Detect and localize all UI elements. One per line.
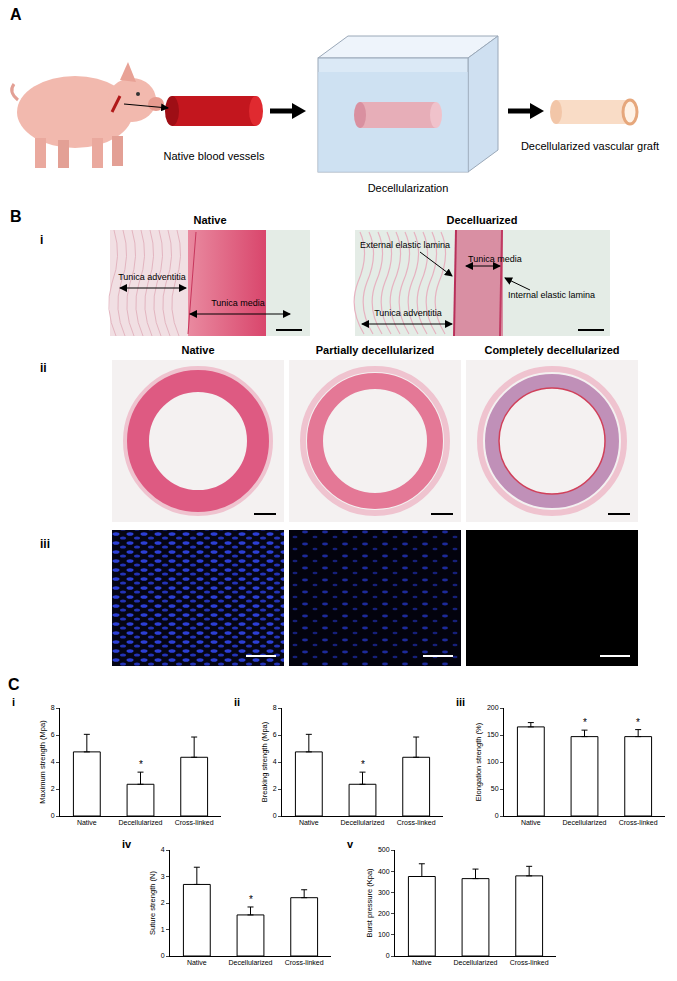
svg-text:Native: Native (299, 819, 319, 826)
svg-text:300: 300 (378, 889, 390, 896)
svg-text:4: 4 (51, 758, 55, 765)
html-text:v: v (347, 838, 354, 850)
svg-text:*: * (139, 759, 143, 770)
svg-text:Cross-linked: Cross-linked (285, 959, 324, 966)
svg-text:Burst pressure (Kpa): Burst pressure (Kpa) (365, 868, 374, 938)
svg-text:8: 8 (273, 704, 277, 711)
svg-text:Decellularized: Decellularized (341, 819, 385, 826)
svg-text:Native: Native (77, 819, 97, 826)
svg-text:Native: Native (181, 344, 214, 356)
svg-text:400: 400 (378, 868, 390, 875)
svg-text:0: 0 (161, 952, 165, 959)
html-text:i: i (12, 696, 16, 708)
svg-text:3: 3 (161, 873, 165, 880)
svg-text:ii: ii (40, 361, 47, 375)
svg-text:500: 500 (378, 846, 390, 853)
html-text:iii: iii (456, 696, 466, 708)
svg-text:Decelluarized: Decelluarized (447, 214, 518, 226)
svg-text:Native blood vessels: Native blood vessels (164, 150, 265, 162)
svg-text:6: 6 (51, 731, 55, 738)
svg-text:200: 200 (378, 910, 390, 917)
svg-text:0: 0 (273, 812, 277, 819)
svg-text:8: 8 (51, 704, 55, 711)
svg-text:150: 150 (487, 731, 499, 738)
svg-text:4: 4 (161, 846, 165, 853)
svg-text:A: A (10, 6, 22, 23)
svg-text:Suture strength (N): Suture strength (N) (148, 871, 157, 935)
svg-text:Breaking strength (Mpa): Breaking strength (Mpa) (260, 721, 269, 802)
svg-text:200: 200 (487, 704, 499, 711)
svg-text:2: 2 (273, 785, 277, 792)
svg-text:Partially decellularized: Partially decellularized (316, 344, 435, 356)
svg-text:4: 4 (273, 758, 277, 765)
svg-text:B: B (10, 208, 22, 225)
svg-text:Decellularized: Decellularized (229, 959, 273, 966)
svg-text:Native: Native (187, 959, 207, 966)
svg-text:*: * (249, 894, 253, 905)
svg-text:Maximum strength (Mpa): Maximum strength (Mpa) (38, 720, 47, 804)
svg-text:Native: Native (193, 214, 226, 226)
svg-text:0: 0 (386, 952, 390, 959)
svg-text:50: 50 (491, 785, 499, 792)
svg-text:Cross-linked: Cross-linked (510, 959, 549, 966)
svg-text:Native: Native (412, 959, 432, 966)
svg-text:Tunica media: Tunica media (468, 254, 522, 264)
svg-text:Elongation strength (%): Elongation strength (%) (474, 722, 483, 801)
svg-text:1: 1 (161, 926, 165, 933)
svg-text:2: 2 (51, 785, 55, 792)
svg-text:Internal elastic lamina: Internal elastic lamina (508, 290, 595, 300)
svg-text:iii: iii (40, 537, 50, 551)
html-text:C: C (8, 676, 20, 693)
svg-text:i: i (40, 233, 43, 247)
svg-text:Cross-linked: Cross-linked (175, 819, 214, 826)
svg-text:2: 2 (161, 899, 165, 906)
svg-text:6: 6 (273, 731, 277, 738)
svg-text:Decellularized: Decellularized (563, 819, 607, 826)
svg-text:Cross-linked: Cross-linked (619, 819, 658, 826)
svg-text:*: * (636, 717, 640, 728)
svg-text:100: 100 (487, 758, 499, 765)
html-text:ii: ii (234, 696, 241, 708)
svg-text:Tunica media: Tunica media (211, 298, 265, 308)
svg-text:Native: Native (521, 819, 541, 826)
html-text:iv: iv (122, 838, 132, 850)
svg-text:0: 0 (495, 812, 499, 819)
svg-text:*: * (361, 759, 365, 770)
svg-text:External elastic lamina: External elastic lamina (360, 240, 450, 250)
svg-text:*: * (583, 717, 587, 728)
svg-text:Cross-linked: Cross-linked (397, 819, 436, 826)
svg-text:Decellularization: Decellularization (368, 182, 449, 194)
svg-text:Decellularized: Decellularized (454, 959, 498, 966)
svg-text:100: 100 (378, 931, 390, 938)
svg-text:Decellularized: Decellularized (119, 819, 163, 826)
svg-text:Tunica adventitia: Tunica adventitia (374, 308, 442, 318)
svg-text:0: 0 (51, 812, 55, 819)
svg-text:Decellularized vascular graft: Decellularized vascular graft (521, 140, 659, 152)
svg-text:Tunica adventitia: Tunica adventitia (118, 272, 186, 282)
svg-text:Completely decellularized: Completely decellularized (484, 344, 619, 356)
